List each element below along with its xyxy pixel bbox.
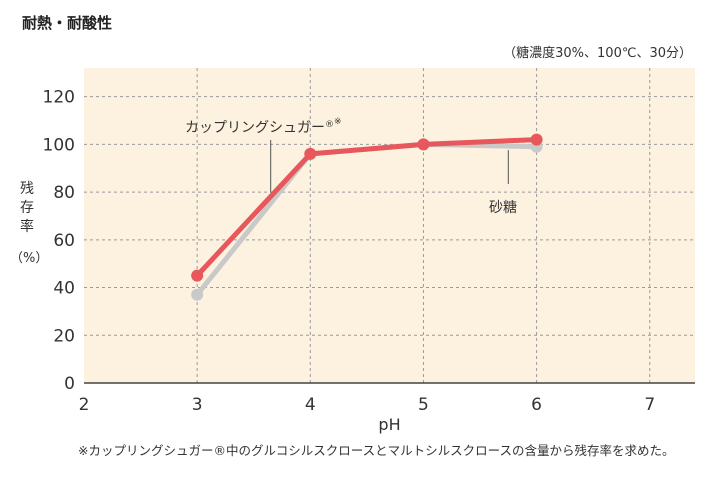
y-tick-label: 0 xyxy=(64,374,75,394)
y-tick-label: 40 xyxy=(53,279,75,299)
grid xyxy=(84,68,695,383)
x-tick-label: 4 xyxy=(305,395,316,415)
x-tick-label: 3 xyxy=(192,395,203,415)
x-tick-label: 7 xyxy=(644,395,655,415)
y-tick-label: 100 xyxy=(43,135,75,155)
x-tick-label: 5 xyxy=(418,395,429,415)
data-point xyxy=(417,138,430,151)
data-point xyxy=(530,133,543,146)
series xyxy=(191,133,543,301)
y-axis-label-char: 率 xyxy=(20,219,34,235)
x-axis-label: pH xyxy=(378,415,400,434)
data-point xyxy=(191,288,204,301)
series-label: 砂糖 xyxy=(489,200,517,216)
data-point xyxy=(304,147,317,160)
y-tick-label: 120 xyxy=(43,88,75,108)
plot-area xyxy=(84,68,695,383)
y-axis-label: 残 存 率 （%） xyxy=(10,180,48,268)
x-tick-label: 6 xyxy=(531,395,542,415)
annotation-leaders xyxy=(270,140,509,193)
chart-footnote: ※カップリングシュガー®中のグルコシルスクロースとマルトシルスクロースの含量から… xyxy=(78,443,675,458)
y-axis-label-char: 存 xyxy=(20,200,34,216)
y-tick-label: 80 xyxy=(53,183,75,203)
chart-subtitle: （糖濃度30%、100℃、30分） xyxy=(503,46,692,61)
y-axis-label-char: 残 xyxy=(20,181,34,197)
y-tick-label: 60 xyxy=(53,231,75,251)
chart-title: 耐熱・耐酸性 xyxy=(22,14,113,32)
data-point xyxy=(191,269,204,282)
labels: 0 20 40 60 80 100 120 2 3 4 5 6 7 pH カップリングシュガー®※ 砂糖 xyxy=(43,88,656,434)
y-tick-label: 20 xyxy=(53,326,75,346)
x-tick-label: 2 xyxy=(79,395,90,415)
y-axis-unit: （%） xyxy=(10,251,49,266)
series-line xyxy=(194,137,540,279)
series-label: カップリングシュガー®※ xyxy=(185,117,342,136)
